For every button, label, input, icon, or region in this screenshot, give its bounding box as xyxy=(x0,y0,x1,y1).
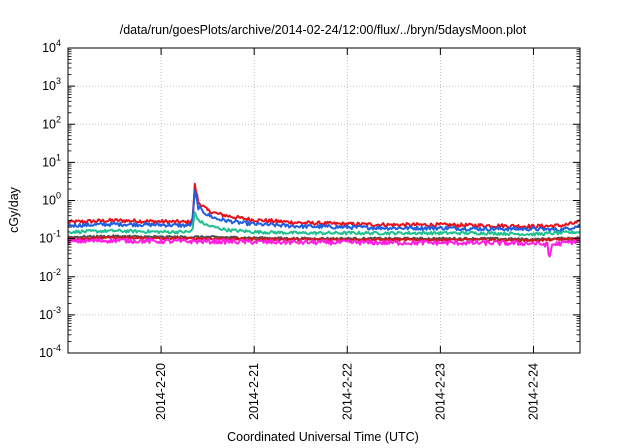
series-layer xyxy=(67,182,581,258)
y-tick-label: 10-3 xyxy=(39,305,61,322)
x-axis-label: Coordinated Universal Time (UTC) xyxy=(227,430,419,444)
y-tick-label: 102 xyxy=(42,114,61,131)
y-tick-exponent: -4 xyxy=(53,343,61,353)
y-tick-exponent: 1 xyxy=(56,152,61,162)
y-tick-label: 10-4 xyxy=(39,343,61,360)
series-line-6 xyxy=(67,237,581,258)
y-tick-exponent: 0 xyxy=(56,191,61,201)
y-tick-label: 10-2 xyxy=(39,267,61,284)
series-line-2 xyxy=(67,189,581,233)
x-tick-label: 2014-2-23 xyxy=(433,363,447,420)
series-line-1 xyxy=(67,182,581,229)
y-axis-label: cGy/day xyxy=(7,186,21,233)
y-tick-exponent: -1 xyxy=(53,229,61,239)
x-tick-label: 2014-2-24 xyxy=(526,363,540,420)
y-tick-exponent: 4 xyxy=(56,38,61,48)
y-tick-exponent: -3 xyxy=(53,305,61,315)
x-tick-label: 2014-2-20 xyxy=(154,363,168,420)
ticks: 10-410-310-210-11001011021031042014-2-20… xyxy=(39,38,580,420)
y-tick-label: 101 xyxy=(42,152,61,169)
plot-frame xyxy=(67,47,581,354)
series-line-3 xyxy=(67,211,581,237)
chart-title: /data/run/goesPlots/archive/2014-02-24/1… xyxy=(120,23,527,37)
y-tick-exponent: 3 xyxy=(56,76,61,86)
series-line-5 xyxy=(67,235,581,243)
y-tick-label: 100 xyxy=(42,191,61,208)
y-tick-label: 103 xyxy=(42,76,61,93)
y-tick-label: 10-1 xyxy=(39,229,61,246)
y-tick-exponent: 2 xyxy=(56,114,61,124)
y-tick-exponent: -2 xyxy=(53,267,61,277)
y-tick-label: 104 xyxy=(42,38,61,55)
x-tick-label: 2014-2-21 xyxy=(247,363,261,420)
x-tick-label: 2014-2-22 xyxy=(340,363,354,420)
grid xyxy=(68,47,580,354)
